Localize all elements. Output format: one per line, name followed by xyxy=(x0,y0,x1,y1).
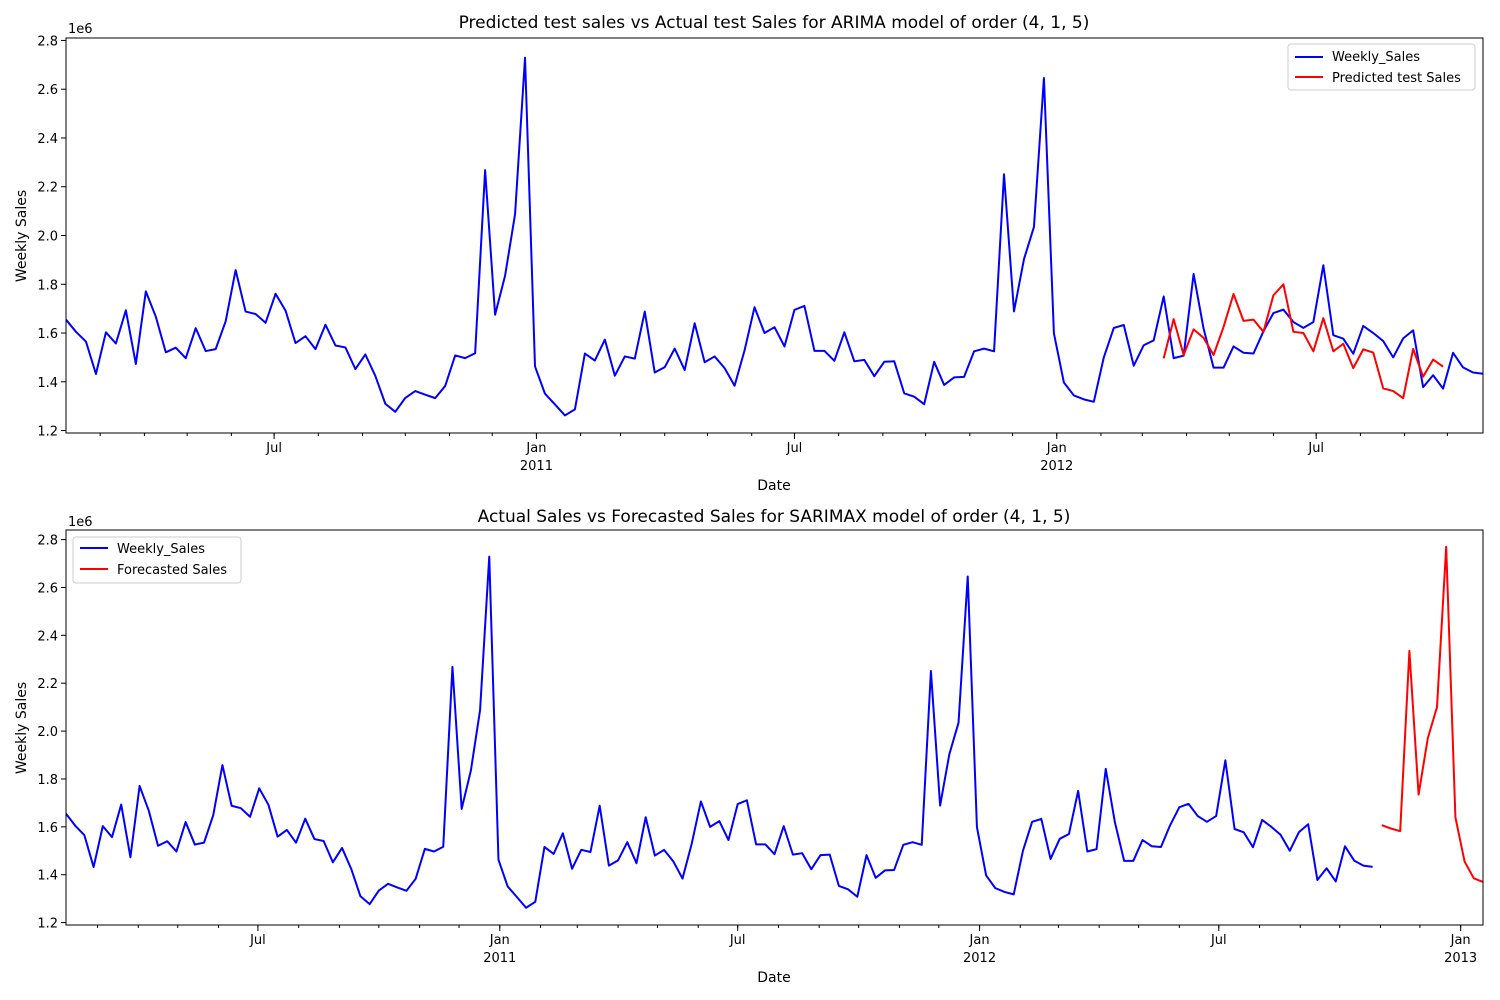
chart-2-ytick-label: 2.4 xyxy=(37,629,58,644)
chart-2-xtick-year-label: 2013 xyxy=(1444,951,1477,966)
chart-1-ytick-label: 2.2 xyxy=(37,181,58,196)
chart-1-xtick-year-label: 2012 xyxy=(1040,459,1073,474)
chart-1-xtick-label: Jul xyxy=(786,441,803,456)
chart-2-legend-box xyxy=(72,536,242,584)
chart-1-xtick-label: Jul xyxy=(265,441,282,456)
chart-2-plot-frame xyxy=(65,529,1484,926)
chart-1-legend-label-actual: Weekly_Sales xyxy=(1332,50,1420,65)
chart-1-ytick-label: 1.6 xyxy=(37,327,58,342)
chart-1-series-line-predicted xyxy=(1162,283,1444,400)
chart-1-legend-box xyxy=(1287,43,1476,91)
chart-2-xtick-label: Jan xyxy=(969,933,990,948)
chart-2-xtick-label: Jan xyxy=(489,933,510,948)
chart-2-ytick-label: 1.4 xyxy=(37,869,58,884)
chart-2-xtick-label: Jan xyxy=(1450,933,1471,948)
chart-2-xtick-year-label: 2011 xyxy=(483,951,516,966)
chart-2-ytick-label: 2.0 xyxy=(37,725,58,740)
chart-1-xtick-year-label: 2011 xyxy=(520,459,553,474)
chart-2-xtick-label: Jul xyxy=(729,933,746,948)
chart-2-xtick-year-label: 2012 xyxy=(963,951,996,966)
chart-2-ytick-label: 2.8 xyxy=(37,534,58,549)
chart-1-legend-label-predicted: Predicted test Sales xyxy=(1332,71,1461,86)
chart-1-legend: Weekly_Sales Predicted test Sales xyxy=(1287,43,1476,91)
chart-1-ytick-label: 2.6 xyxy=(37,83,58,98)
chart-2-xlabel: Date xyxy=(757,970,790,986)
chart-2-legend-label-forecast: Forecasted Sales xyxy=(117,563,227,578)
chart-1-ytick-label: 1.2 xyxy=(37,425,58,440)
chart-1-y-offset: 1e6 xyxy=(68,22,93,37)
chart-2: Actual Sales vs Forecasted Sales for SAR… xyxy=(14,507,1484,986)
chart-1-xtick-label: Jan xyxy=(1046,441,1067,456)
chart-2-legend: Weekly_Sales Forecasted Sales xyxy=(72,536,242,584)
chart-1-ytick-label: 1.4 xyxy=(37,376,58,391)
chart-1-ytick-label: 2.0 xyxy=(37,230,58,245)
chart-1: Predicted test sales vs Actual test Sale… xyxy=(14,13,1484,494)
chart-2-series-line-actual xyxy=(66,555,1373,909)
chart-2-xtick-label: Jul xyxy=(249,933,266,948)
chart-1-xtick-label: Jul xyxy=(1307,441,1324,456)
chart-2-ytick-label: 2.6 xyxy=(37,581,58,596)
chart-1-xtick-label: Jan xyxy=(525,441,546,456)
chart-1-title: Predicted test sales vs Actual test Sale… xyxy=(459,13,1090,33)
chart-2-y-offset: 1e6 xyxy=(68,515,93,530)
chart-2-ylabel: Weekly Sales xyxy=(14,682,30,774)
chart-2-legend-label-actual: Weekly_Sales xyxy=(117,542,205,557)
chart-2-ytick-label: 1.2 xyxy=(37,917,58,932)
chart-2-title: Actual Sales vs Forecasted Sales for SAR… xyxy=(478,507,1071,527)
chart-1-xlabel: Date xyxy=(757,478,790,494)
chart-2-series-line-forecast xyxy=(1381,545,1483,883)
chart-2-ytick-label: 1.6 xyxy=(37,821,58,836)
chart-1-plot-frame xyxy=(65,37,1484,434)
chart-1-series-line-actual xyxy=(66,56,1483,417)
chart-1-ytick-label: 2.4 xyxy=(37,132,58,147)
chart-2-ytick-label: 2.2 xyxy=(37,677,58,692)
chart-2-xtick-label: Jul xyxy=(1210,933,1227,948)
chart-2-ytick-label: 1.8 xyxy=(37,773,58,788)
chart-1-ytick-label: 2.8 xyxy=(37,34,58,49)
chart-1-ylabel: Weekly Sales xyxy=(14,190,30,282)
chart-1-ytick-label: 1.8 xyxy=(37,278,58,293)
